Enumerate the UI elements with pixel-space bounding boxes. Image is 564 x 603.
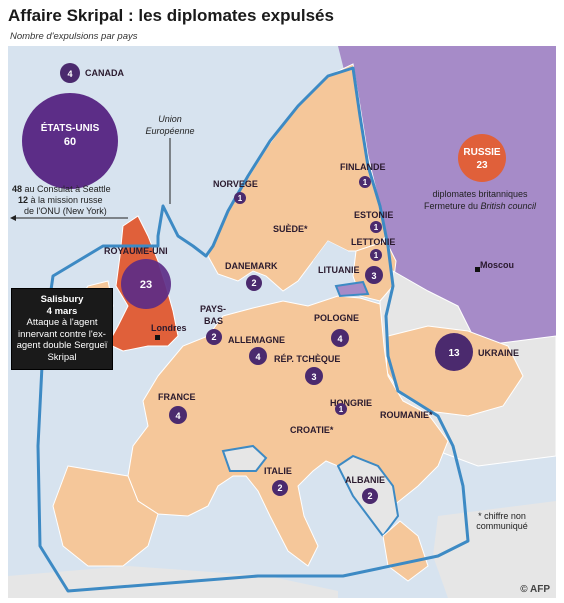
- map-title: Affaire Skripal : les diplomates expulsé…: [8, 6, 334, 25]
- france-value: 4: [175, 411, 180, 421]
- czech-value: 3: [311, 372, 316, 382]
- denmark-label: DANEMARK: [225, 261, 278, 271]
- estonia-bubble: [370, 221, 382, 233]
- switzerland: [221, 444, 268, 472]
- salisbury-title: Salisbury: [40, 294, 84, 305]
- russia-value: 23: [476, 160, 488, 171]
- arrow-left-icon: [10, 215, 16, 221]
- usa-bubble: [22, 93, 118, 189]
- uk-value: 23: [140, 279, 152, 291]
- usa-label: ÉTATS-UNIS: [41, 121, 100, 134]
- netherlands-label-2: BAS: [204, 316, 223, 326]
- albania-label: ALBANIE: [345, 475, 385, 485]
- uk-label: ROYAUME-UNI: [104, 246, 168, 256]
- norway-label: NORVEGE: [213, 179, 258, 189]
- afp-credit: © AFP: [520, 584, 550, 595]
- canada-value: 4: [67, 69, 72, 79]
- italy-label: ITALIE: [264, 466, 292, 476]
- denmark-value: 2: [251, 278, 256, 288]
- germany-label: ALLEMAGNE: [228, 335, 285, 345]
- finland-label: FINLANDE: [340, 162, 386, 172]
- kaliningrad: [334, 280, 370, 298]
- lithuania-value: 3: [371, 271, 376, 281]
- salisbury-date: 4 mars: [46, 305, 78, 317]
- lithuania-bubble: [365, 266, 383, 284]
- iberia: [52, 465, 159, 567]
- salisbury-body: Attaque à l'agent innervant contre l'ex-…: [16, 317, 108, 363]
- moscow-label: Moscou: [480, 260, 514, 270]
- lithuania-label: LITUANIE: [318, 265, 360, 275]
- london-label: Londres: [151, 323, 187, 333]
- russia-note-1: diplomates britanniques: [432, 189, 528, 199]
- usa-value: 60: [64, 136, 76, 148]
- hungary-label: HONGRIE: [330, 398, 372, 408]
- salisbury-callout: Salisbury 4 mars Attaque à l'agent inner…: [11, 288, 113, 370]
- netherlands-value: 2: [211, 332, 216, 342]
- map-area: ÉTATS-UNIS 60 4 CANADA Union Européenne …: [8, 46, 556, 598]
- eu-border-line: [36, 66, 470, 593]
- russia-bubble: [458, 134, 506, 182]
- ukraine-value: 13: [448, 348, 460, 359]
- denmark-bubble: [246, 275, 262, 291]
- estonia-label: ESTONIE: [354, 210, 393, 220]
- russia-note-2: Fermeture du British council: [424, 201, 537, 211]
- france-bubble: [169, 406, 187, 424]
- netherlands-bubble: [206, 329, 222, 345]
- usa-note-2: 12 à la mission russe: [18, 195, 103, 205]
- finland-bubble: [359, 176, 371, 188]
- czech-label: RÉP. TCHÈQUE: [274, 354, 340, 364]
- latvia-label: LETTONIE: [351, 237, 395, 247]
- footnote-1: * chiffre non: [478, 511, 526, 521]
- map-svg: ÉTATS-UNIS 60 4 CANADA Union Européenne …: [8, 46, 556, 598]
- footnote-2: communiqué: [476, 521, 528, 531]
- ukraine-bubble: [435, 333, 473, 371]
- russia-region: [338, 46, 556, 346]
- map-subtitle: Nombre d'expulsions par pays: [10, 31, 138, 42]
- hungary-value: 1: [339, 405, 344, 414]
- romania-label: ROUMANIE*: [380, 410, 433, 420]
- netherlands-label-1: PAYS-: [200, 304, 226, 314]
- london-marker: [155, 335, 160, 340]
- poland-value: 4: [337, 334, 342, 344]
- eu-label-1: Union: [158, 114, 182, 124]
- uk-bubble: [121, 259, 171, 309]
- norway-value: 1: [238, 194, 243, 203]
- russia-label: RUSSIE: [463, 147, 501, 158]
- finland-value: 1: [363, 178, 368, 187]
- canada-label: CANADA: [85, 68, 124, 78]
- hungary-bubble: [335, 403, 347, 415]
- eu-label-2: Européenne: [145, 126, 194, 136]
- sweden-label: SUÈDE*: [273, 224, 308, 234]
- norway-bubble: [234, 192, 246, 204]
- czech-bubble: [305, 367, 323, 385]
- usa-note-1: 48 au Consulat à Seattle: [12, 184, 111, 194]
- turkey: [433, 501, 556, 598]
- canada-bubble: [60, 63, 80, 83]
- italy-value: 2: [277, 483, 282, 493]
- germany-value: 4: [255, 352, 260, 362]
- poland-bubble: [331, 329, 349, 347]
- italy-bubble: [272, 480, 288, 496]
- albania-value: 2: [367, 491, 372, 501]
- germany-bubble: [249, 347, 267, 365]
- croatia-label: CROATIE*: [290, 425, 334, 435]
- latvia-bubble: [370, 249, 382, 261]
- france-label: FRANCE: [158, 392, 196, 402]
- estonia-value: 1: [374, 223, 379, 232]
- albania-bubble: [362, 488, 378, 504]
- moscow-marker: [475, 267, 480, 272]
- ukraine-label: UKRAINE: [478, 348, 519, 358]
- usa-note-3: de l'ONU (New York): [24, 206, 107, 216]
- poland-label: POLOGNE: [314, 313, 359, 323]
- latvia-value: 1: [374, 251, 379, 260]
